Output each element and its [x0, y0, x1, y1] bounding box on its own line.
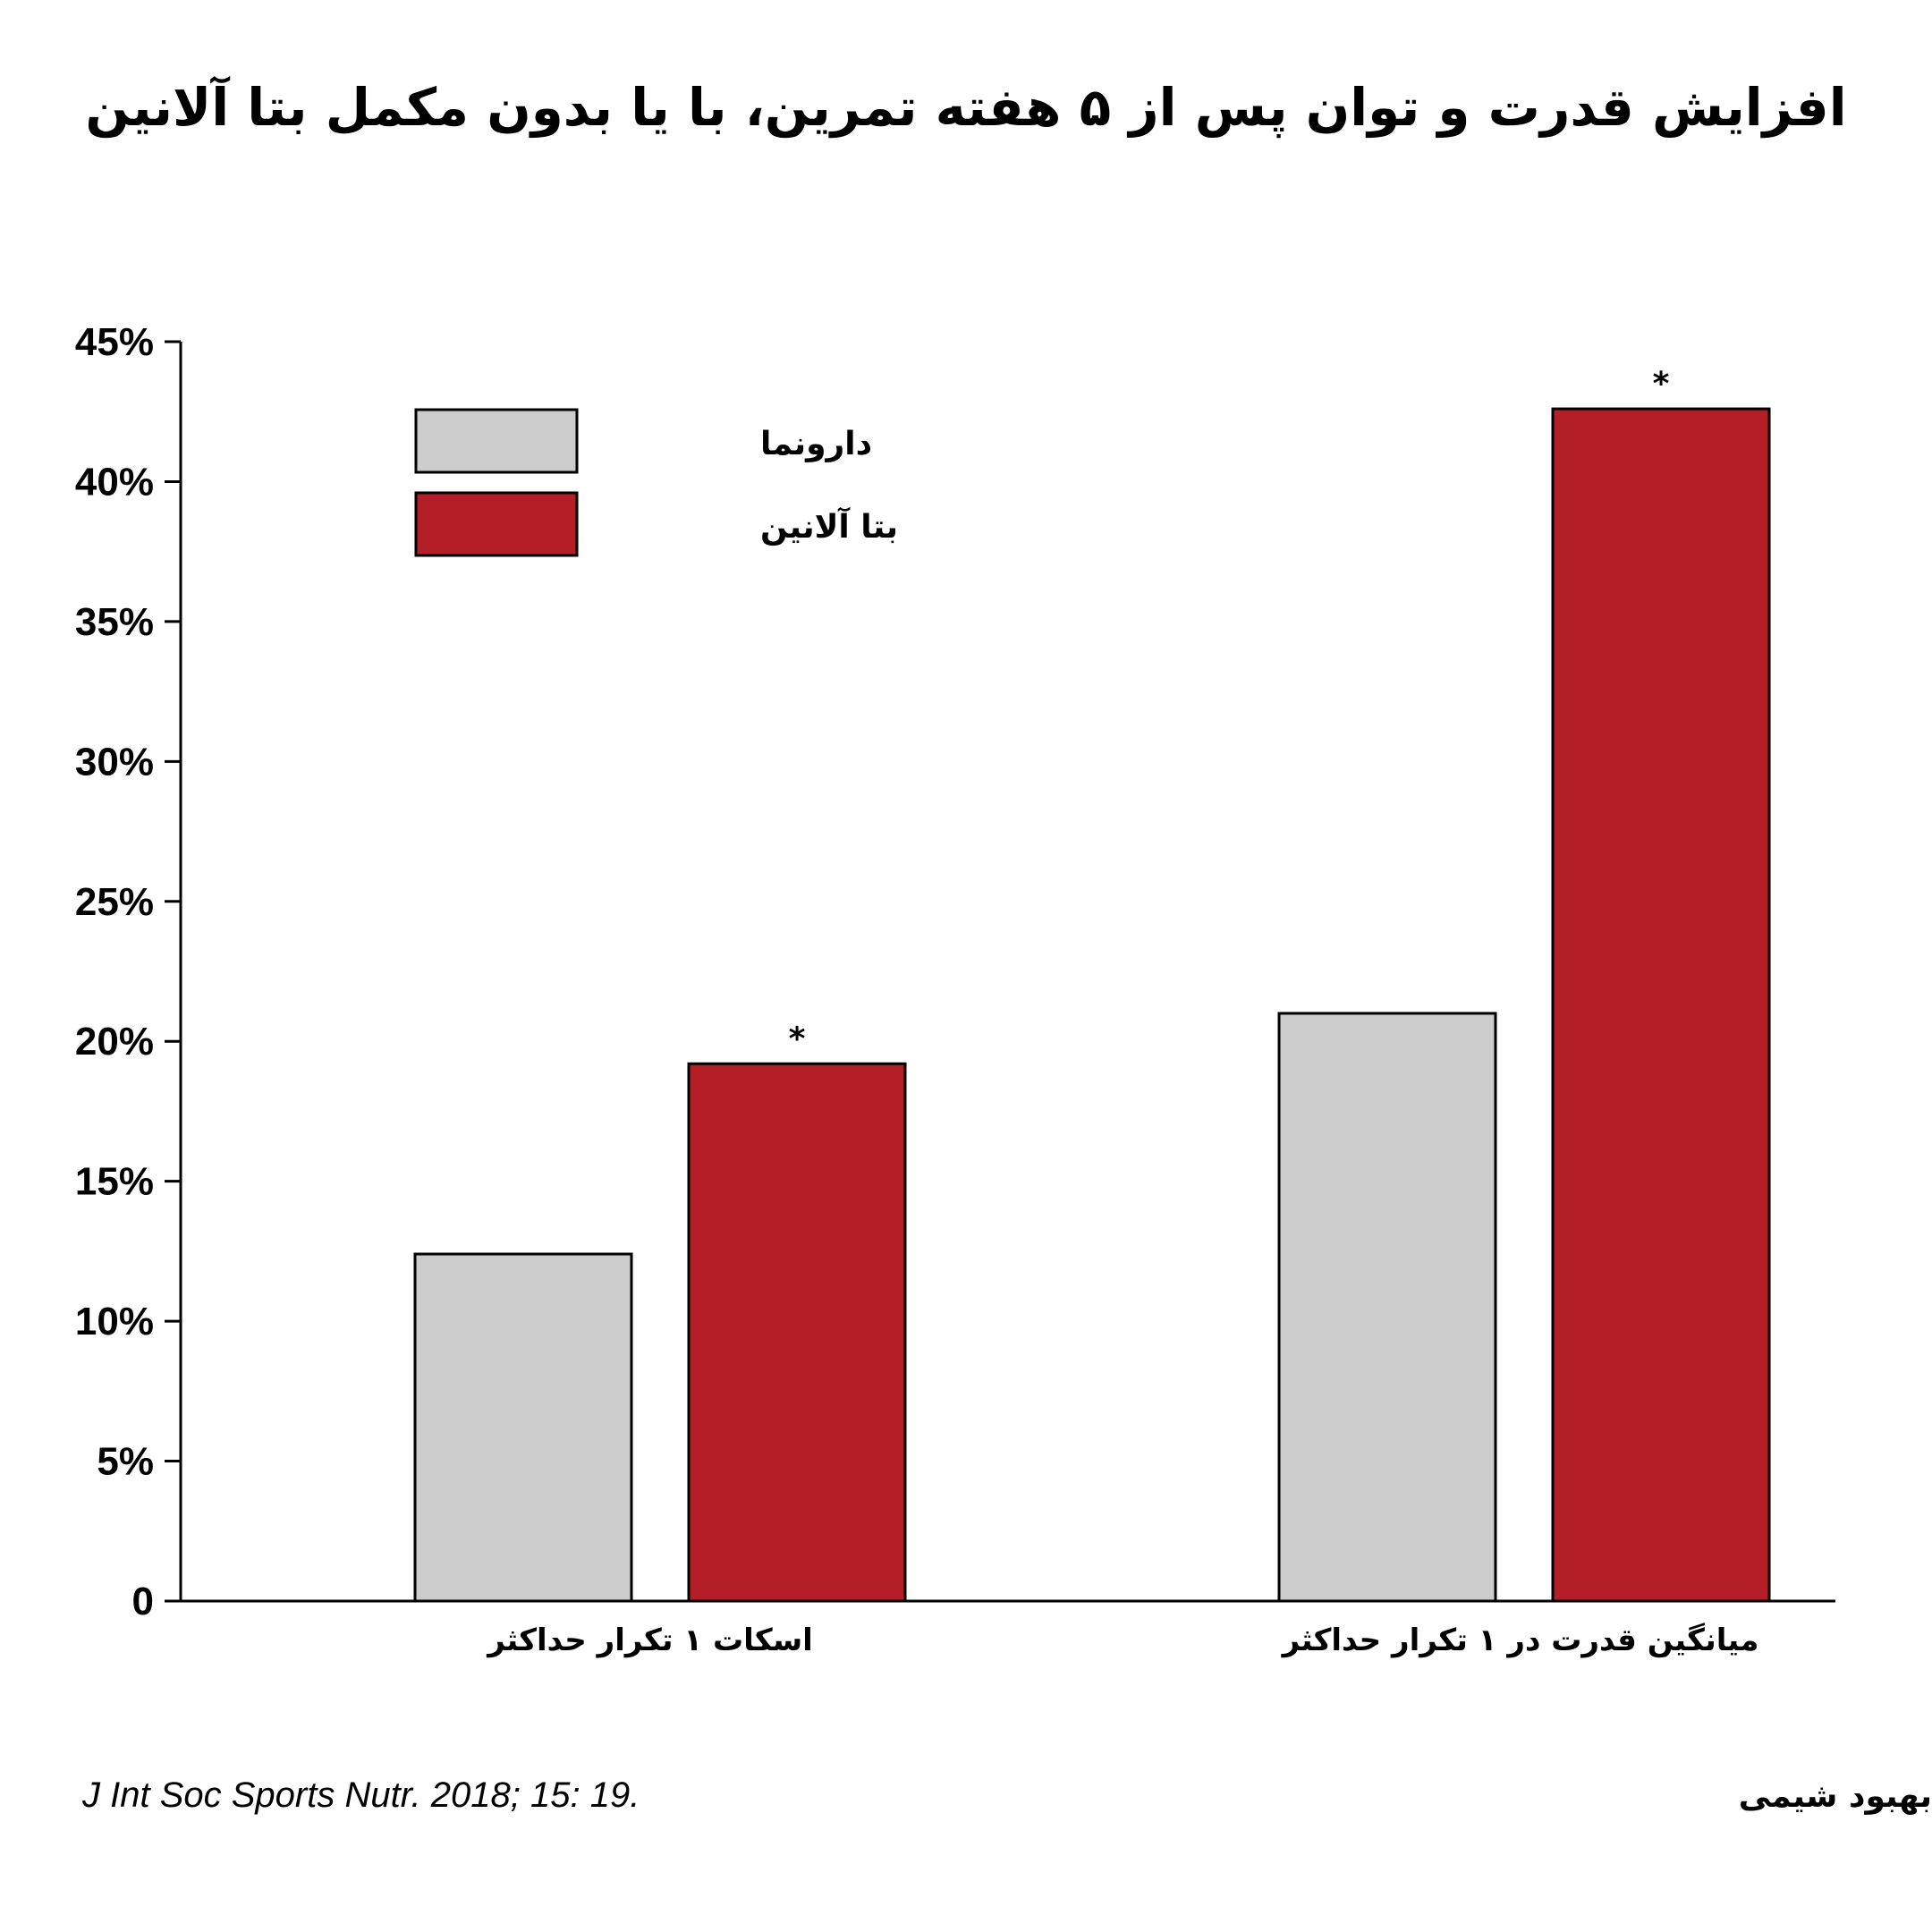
- significance-marker: *: [1653, 366, 1670, 402]
- significance-marker: *: [789, 1021, 806, 1057]
- legend-label: دارونما: [760, 426, 872, 462]
- bar-beta-alanine: [1551, 407, 1771, 1603]
- y-tick-label: 5%: [97, 1440, 154, 1484]
- legend-swatch: [414, 408, 579, 474]
- author-credit: بهبود شیمی: [1738, 1778, 1932, 1815]
- y-tick-label: 0: [132, 1580, 154, 1623]
- y-tick-label: 45%: [75, 320, 154, 364]
- bar-placebo: [1277, 1012, 1497, 1603]
- legend-swatch: [414, 491, 579, 557]
- legend-label: بتا آلانین: [760, 506, 898, 546]
- x-tick-label: اسکات ۱ تکرار حداکثر: [486, 1623, 813, 1658]
- y-tick-label: 35%: [75, 600, 154, 644]
- y-tick-label: 15%: [75, 1160, 154, 1204]
- y-tick-label: 10%: [75, 1300, 154, 1343]
- y-tick-label: 40%: [75, 460, 154, 504]
- y-tick-label: 25%: [75, 880, 154, 924]
- bar-placebo: [413, 1252, 633, 1603]
- y-tick-label: 20%: [75, 1020, 154, 1063]
- citation: J Int Soc Sports Nutr. 2018; 15: 19.: [82, 1775, 640, 1815]
- bar-beta-alanine: [687, 1062, 907, 1603]
- y-tick-label: 30%: [75, 740, 154, 784]
- x-tick-label: میانگین قدرت در ۱ تکرار حداکثر: [1281, 1623, 1759, 1658]
- chart-title: افزایش قدرت و توان پس از ۵ هفته تمرین، ب…: [85, 77, 1847, 138]
